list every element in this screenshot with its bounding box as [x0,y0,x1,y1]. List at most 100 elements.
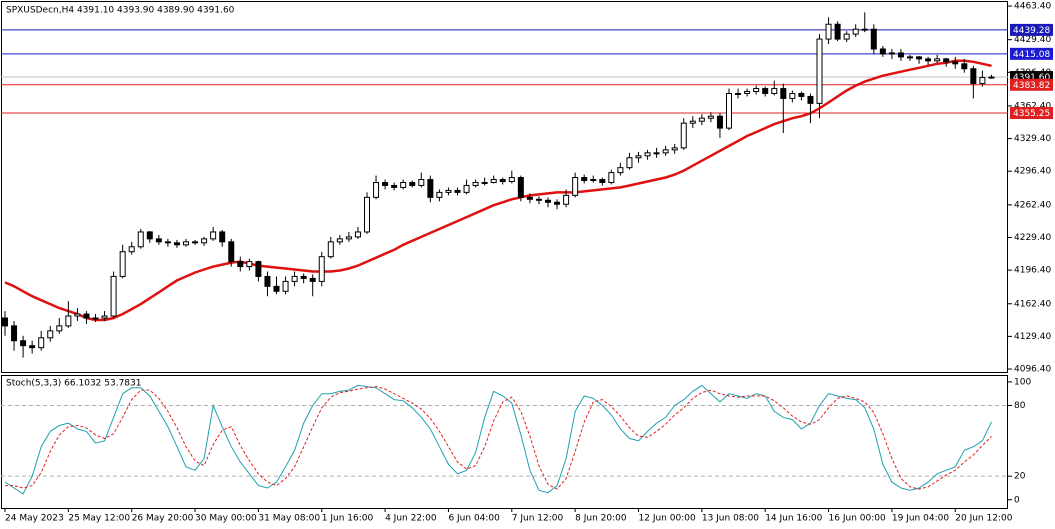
candle-body [119,251,126,277]
candle-body [183,241,189,246]
x-tick-label: 13 Jun 08:00 [702,514,759,524]
candle-body [789,92,796,99]
candle-body [662,149,669,154]
candle-body [753,88,760,92]
x-tick-label: 12 Jun 00:00 [639,514,696,524]
candle-body [246,261,253,268]
candle-body [916,56,923,60]
candle-body [961,63,968,70]
x-tick-label: 20 Jun 12:00 [955,514,1012,524]
x-tick-label: 24 May 2023 [5,514,64,524]
candle-body [508,177,515,183]
candle-body [192,241,199,244]
candle-body [943,58,950,63]
candle-body [29,345,36,349]
y-tick-label: 80 [1014,401,1026,411]
candle-body [56,325,63,332]
candle-body [318,256,325,282]
candle-body [735,92,742,95]
candle-body [897,52,904,58]
candle-body [273,285,280,292]
price-level-tag [1010,23,1053,36]
candle-body [146,231,153,240]
candle-body [762,88,769,94]
candle-body [327,241,334,258]
candle-body [255,261,262,277]
x-tick-label: 16 Jun 00:00 [829,514,886,524]
y-tick-label: 4362.40 [1014,101,1051,111]
candle-body [545,199,551,203]
candle-body [771,88,778,94]
y-tick-label: 4229.40 [1014,233,1051,243]
price-level-label: 4439.28 [1013,26,1050,36]
candle-body [907,56,913,59]
candle-body [970,68,977,85]
price-panel-frame [1,1,1008,373]
y-tick-label: 4129.40 [1014,332,1051,342]
candle-body [798,92,805,97]
x-tick-label: 30 May 00:00 [195,514,257,524]
candle-body [807,95,814,104]
candle-body [707,115,714,119]
candle-body [599,179,606,183]
price-level-label: 4383.82 [1013,81,1050,91]
candle-body [472,181,479,186]
y-tick-label: 4262.40 [1014,200,1051,210]
candle-body [843,33,850,40]
candle-body [689,120,696,124]
candle-body [535,198,542,201]
y-tick-label: 4196.40 [1014,266,1051,276]
candle-body [345,236,352,240]
candle-body [780,88,787,99]
candle-body [391,184,398,188]
candle-body [92,317,99,320]
price-level-label: 4391.60 [1013,73,1050,83]
y-tick-label: 0 [1014,495,1020,505]
x-tick-label: 8 Jun 20:00 [575,514,627,524]
candle-body [291,275,298,282]
price-level-label: 4415.08 [1013,50,1050,60]
candle-body [47,330,54,339]
indicator-title: Stoch(5,3,3) 66.1032 53.7831 [6,379,141,389]
candle-body [164,241,171,244]
candle-body [617,167,624,174]
candle-body [418,179,425,186]
x-tick-label: 4 Jun 22:00 [385,514,437,524]
candle-body [671,147,678,151]
candle-body [373,181,380,198]
y-tick-label: 4329.40 [1014,134,1051,144]
stoch-panel-frame [1,375,1008,509]
candle-body [228,241,235,263]
x-tick-label: 14 Jun 16:00 [765,514,822,524]
candle-body [825,23,832,40]
candle-body [554,201,561,205]
candle-body [427,179,434,198]
x-tick-label: 19 Jun 04:00 [892,514,949,524]
y-tick-label: 100 [1014,377,1031,387]
y-tick-label: 4429.40 [1014,35,1051,45]
candle-body [382,181,389,186]
y-tick-label: 4463.40 [1014,2,1051,12]
candle-body [83,313,90,319]
x-tick-label: 1 Jun 16:00 [322,514,374,524]
candle-body [744,90,751,94]
stochastic-line [5,386,992,490]
candle-body [38,337,45,349]
candle-body [716,115,723,129]
candle-body [237,261,244,268]
candle-body [210,231,217,240]
candle-body [635,155,642,159]
candle-body [834,23,841,40]
price-level-tag [1010,47,1053,60]
candle-body [490,179,497,183]
candle-body [201,238,208,244]
candle-body [870,28,877,50]
candle-body [653,152,660,155]
y-tick-label: 4162.40 [1014,299,1051,309]
candle-body [680,122,687,149]
candle-body [155,238,162,243]
candle-body [400,181,407,188]
candle-body [888,52,895,55]
candle-body [173,242,180,246]
candle-body [925,58,932,62]
